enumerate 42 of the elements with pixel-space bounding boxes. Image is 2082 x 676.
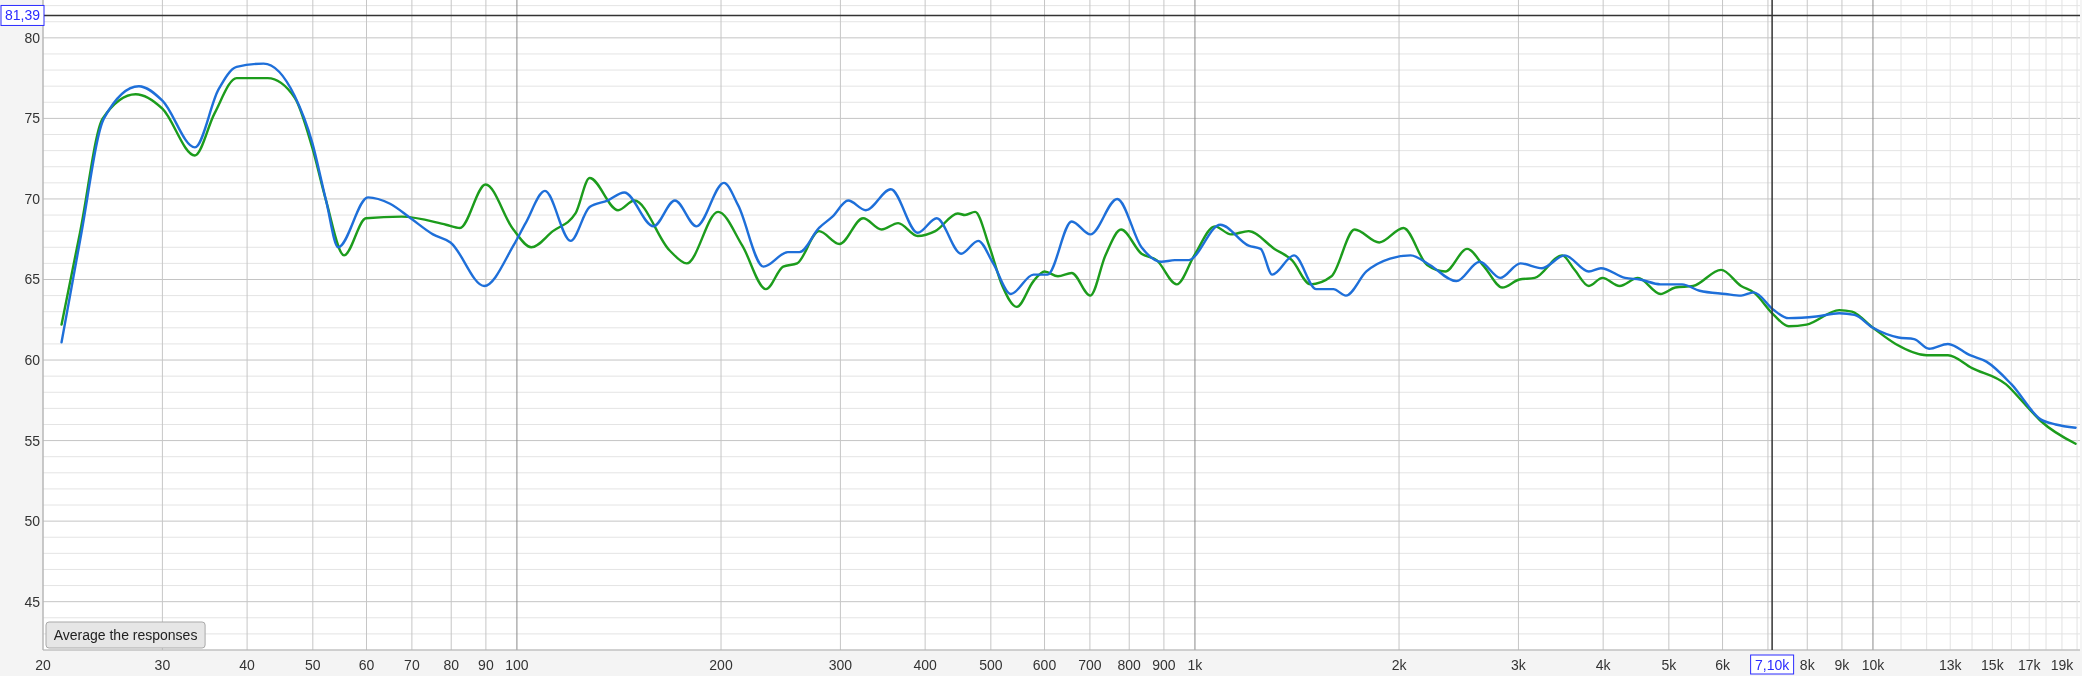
x-tick-label: 30 [154,656,171,673]
x-tick-label: 1k [1187,656,1204,673]
x-tick-label: 700 [1078,656,1102,673]
x-tick-label: 40 [239,656,256,673]
x-tick-label: 17k [2017,656,2042,673]
x-tick-label: 600 [1032,656,1057,673]
x-tick-label: 500 [979,656,1003,673]
x-tick-label: 4k [1595,656,1612,673]
x-tick-label: 8k [1799,656,1816,673]
annotation: Average the responses [53,627,198,643]
y-tick-label: 50 [24,513,41,530]
x-tick-label: 300 [828,656,853,673]
x-tick-label: 2k [1391,656,1408,673]
y-tick-label: 65 [24,271,41,288]
y-tick-label: 75 [24,110,41,127]
x-tick-label: 9k [1834,656,1851,673]
x-tick-label: 10k [1861,656,1886,673]
y-tick-label: 60 [24,352,41,369]
y-tick-label: 45 [24,593,41,610]
x-tick-label: 19k [2050,656,2075,673]
x-tick-label: 3k [1511,656,1527,673]
button: Average the responses [45,621,206,649]
ref-line-label: 7,10k [1754,656,1791,673]
x-tick-label: 80 [443,656,460,673]
x-tick-label: 50 [305,656,321,673]
y-tick-label: 80 [24,29,41,46]
y-tick-label: 55 [24,432,41,449]
x-tick-label: 15k [1981,656,2005,673]
x-tick-label: 900 [1152,656,1176,673]
ref-line-label: 81,39 [4,7,41,24]
x-tick-label: 20 [35,656,51,673]
x-tick-label: 6k [1715,656,1731,673]
x-tick-label: 60 [358,656,375,673]
x-tick-label: 70 [404,656,420,673]
x-tick-label: 200 [709,656,733,673]
x-tick-label: 13k [1938,656,1963,673]
x-tick-label: 90 [478,656,494,673]
x-tick-label: 100 [505,656,529,673]
x-tick-label: 5k [1661,656,1678,673]
y-tick-label: 70 [24,190,41,207]
x-tick-label: 400 [913,656,938,673]
x-tick-label: 800 [1117,656,1142,673]
